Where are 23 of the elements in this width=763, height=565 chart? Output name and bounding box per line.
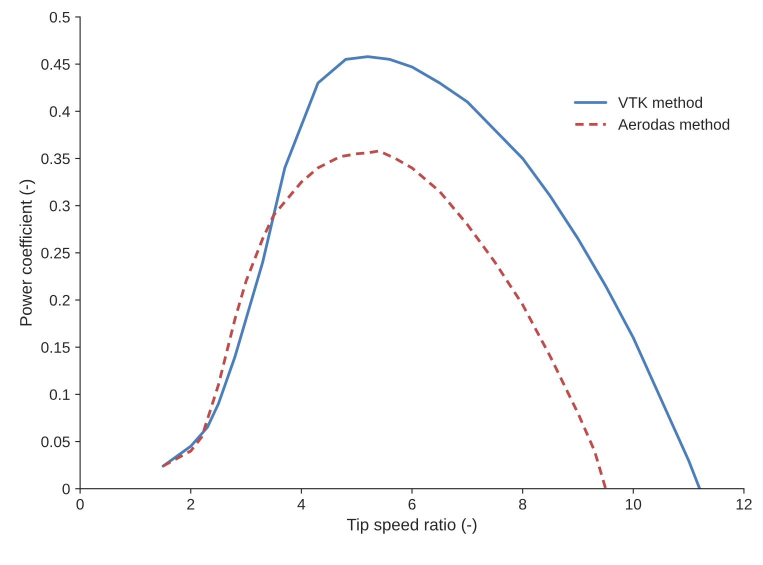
- x-tick-label: 6: [408, 498, 416, 510]
- y-tick-label: 0.1: [50, 389, 70, 400]
- line-series: [162, 150, 608, 489]
- y-tick-label: 0.5: [50, 12, 70, 23]
- y-tick-label: 0.35: [41, 153, 70, 164]
- x-tick-label: 12: [736, 498, 752, 510]
- legend-label: Aerodas method: [618, 118, 730, 130]
- y-tick-label: 0.25: [41, 248, 70, 259]
- x-tick-label: 10: [626, 498, 642, 510]
- y-tick-label: 0.45: [41, 58, 70, 70]
- x-tick-label: 8: [519, 498, 526, 510]
- y-tick-label: 0.2: [50, 294, 70, 306]
- x-tick-label: 4: [297, 499, 306, 510]
- y-tick-label: 0: [62, 484, 70, 494]
- x-axis-title: Tip speed ratio (-): [346, 518, 476, 534]
- x-tick-label: 0: [76, 498, 84, 510]
- y-axis-title: Power coefficient (-): [20, 180, 36, 326]
- y-tick-label: 0.05: [41, 436, 70, 448]
- x-tick-label: 2: [187, 498, 194, 510]
- y-tick-label: 0.15: [41, 342, 70, 353]
- y-tick-label: 0.3: [50, 200, 70, 212]
- y-tick-label: 0.4: [50, 106, 70, 117]
- legend-label: VTK method: [618, 96, 702, 108]
